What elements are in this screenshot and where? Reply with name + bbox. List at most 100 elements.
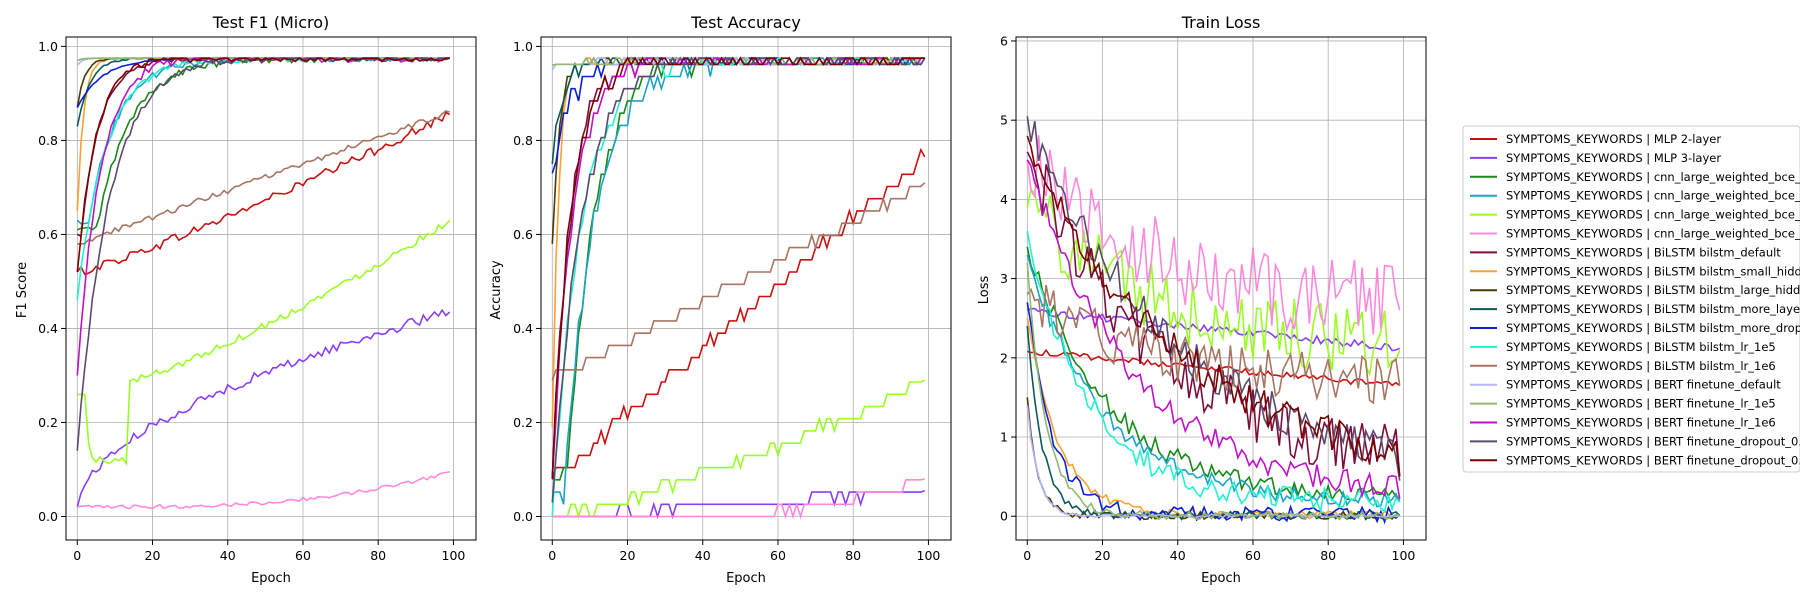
panel-title: Train Loss: [1181, 13, 1261, 32]
y-axis-label: Accuracy: [489, 260, 504, 320]
legend-entry-cnn3: SYMPTOMS_KEYWORDS | cnn_large_weighted_b…: [1470, 208, 1800, 222]
y-tick-label: 3: [1000, 271, 1008, 286]
series-line-cnn3: [77, 219, 451, 466]
series-line-bilstm_default: [1026, 151, 1401, 477]
legend-box: [1462, 125, 1800, 473]
y-axis-label: Loss: [977, 276, 992, 305]
legend-entry-bilstm_layers: SYMPTOMS_KEYWORDS | BiLSTM bilstm_more_l…: [1470, 302, 1800, 316]
legend: SYMPTOMS_KEYWORDS | MLP 2-layer SYMPTOMS_…: [1462, 125, 1800, 473]
series-line-cnn1: [1026, 246, 1401, 502]
y-tick-label: 1.0: [38, 39, 58, 54]
y-tick-label: 4: [1000, 192, 1008, 207]
x-tick-label: 100: [442, 548, 466, 563]
y-tick-label: 0.2: [513, 415, 533, 430]
legend-entry-bilstm_small: SYMPTOMS_KEYWORDS | BiLSTM bilstm_small_…: [1470, 264, 1800, 278]
series-line-cnn2: [76, 56, 450, 225]
x-axis-label: Epoch: [726, 571, 766, 586]
y-tick-label: 1: [1000, 430, 1008, 445]
legend-label: SYMPTOMS_KEYWORDS | BiLSTM bilstm_large_…: [1506, 283, 1800, 297]
series-line-bert_dropout_a: [76, 57, 450, 451]
x-tick-label: 20: [1095, 548, 1111, 563]
legend-entry-mlp3: SYMPTOMS_KEYWORDS | MLP 3-layer: [1470, 151, 1721, 165]
series-line-bert_lr1e5: [1026, 262, 1400, 521]
plot-frame: [540, 36, 952, 541]
panel-train-loss: Train Loss Epoch Loss 0 20 40 60 80 100 0 1 2 3 4 5…: [977, 13, 1427, 586]
legend-entry-cnn4: SYMPTOMS_KEYWORDS | cnn_large_weighted_b…: [1470, 227, 1800, 241]
y-tick-label: 0.2: [38, 415, 58, 430]
plot-frame: [65, 36, 477, 541]
legend-label: SYMPTOMS_KEYWORDS | BiLSTM bilstm_small_…: [1506, 264, 1800, 278]
legend-label: SYMPTOMS_KEYWORDS | BERT finetune_defaul…: [1506, 378, 1781, 392]
x-tick-label: 60: [770, 548, 786, 563]
x-tick-label: 40: [220, 548, 236, 563]
legend-entry-cnn1: SYMPTOMS_KEYWORDS | cnn_large_weighted_b…: [1470, 170, 1800, 184]
plot-frame: [1015, 36, 1427, 541]
x-tick-label: 0: [73, 548, 81, 563]
legend-entry-bilstm_dropout: SYMPTOMS_KEYWORDS | BiLSTM bilstm_more_d…: [1470, 321, 1800, 335]
legend-label: SYMPTOMS_KEYWORDS | BiLSTM bilstm_more_d…: [1506, 321, 1800, 335]
series-line-bert_lr1e6: [76, 57, 450, 376]
y-axis-label: F1 Score: [15, 262, 30, 318]
panel-test-accuracy: Test Accuracy Epoch Accuracy 0 20 40 60 80 10…: [489, 13, 952, 586]
y-tick-label: 0.4: [513, 321, 533, 336]
panel-title: Test Accuracy: [690, 13, 801, 32]
legend-label: SYMPTOMS_KEYWORDS | cnn_large_weighted_b…: [1506, 189, 1800, 203]
series-line-bilstm_lr1e5: [551, 56, 925, 517]
series-line-bilstm_lr1e5: [1026, 230, 1401, 515]
series-line-cnn4: [77, 471, 450, 510]
series-line-mlp2: [76, 111, 451, 276]
series-line-bilstm_layers: [551, 56, 925, 164]
legend-label: SYMPTOMS_KEYWORDS | BiLSTM bilstm_lr_1e5: [1506, 340, 1776, 354]
x-tick-label: 80: [845, 548, 861, 563]
legend-label: SYMPTOMS_KEYWORDS | BERT finetune_dropou…: [1506, 453, 1800, 467]
x-tick-label: 20: [145, 548, 161, 563]
x-tick-label: 40: [1170, 548, 1186, 563]
x-axis-label: Epoch: [1201, 571, 1241, 586]
x-tick-label: 0: [548, 548, 556, 563]
legend-entry-bert_default: SYMPTOMS_KEYWORDS | BERT finetune_defaul…: [1470, 378, 1781, 392]
series-line-cnn3: [552, 379, 926, 520]
legend-entry-bert_lr1e6: SYMPTOMS_KEYWORDS | BERT finetune_lr_1e6: [1470, 416, 1776, 430]
series-group: [76, 56, 451, 510]
series-line-bilstm_lr1e6: [551, 182, 926, 381]
y-tick-label: 0: [1000, 509, 1008, 524]
legend-label: SYMPTOMS_KEYWORDS | BiLSTM bilstm_more_l…: [1506, 302, 1800, 316]
series-line-cnn4: [1026, 135, 1401, 335]
series-line-bilstm_dropout: [1026, 302, 1401, 525]
series-line-cnn4: [552, 478, 925, 520]
legend-label: SYMPTOMS_KEYWORDS | BERT finetune_lr_1e6: [1506, 416, 1776, 430]
legend-label: SYMPTOMS_KEYWORDS | BERT finetune_dropou…: [1506, 434, 1800, 448]
x-tick-label: 100: [1392, 548, 1416, 563]
series-line-mlp3: [76, 308, 451, 508]
legend-entry-bilstm_lr1e5: SYMPTOMS_KEYWORDS | BiLSTM bilstm_lr_1e5: [1470, 340, 1776, 354]
legend-entry-cnn2: SYMPTOMS_KEYWORDS | cnn_large_weighted_b…: [1470, 189, 1800, 203]
legend-label: SYMPTOMS_KEYWORDS | MLP 3-layer: [1506, 151, 1721, 165]
x-axis-label: Epoch: [251, 571, 291, 586]
legend-entry-bert_dropout_b: SYMPTOMS_KEYWORDS | BERT finetune_dropou…: [1470, 453, 1800, 467]
y-tick-label: 2: [1000, 350, 1008, 365]
x-tick-label: 40: [695, 548, 711, 563]
legend-label: SYMPTOMS_KEYWORDS | cnn_large_weighted_b…: [1506, 170, 1800, 184]
series-group: [551, 56, 926, 520]
panel-test-f1: Test F1 (Micro) Epoch F1 Score 0 20 40 60 80…: [15, 13, 477, 586]
legend-label: SYMPTOMS_KEYWORDS | BERT finetune_lr_1e5: [1506, 397, 1776, 411]
series-line-mlp2: [1027, 348, 1401, 387]
legend-label: SYMPTOMS_KEYWORDS | cnn_large_weighted_b…: [1506, 208, 1800, 222]
y-tick-label: 5: [1000, 113, 1008, 128]
x-tick-label: 80: [1320, 548, 1336, 563]
legend-entry-bilstm_default: SYMPTOMS_KEYWORDS | BiLSTM bilstm_defaul…: [1470, 245, 1781, 259]
y-tick-label: 0.0: [513, 509, 533, 524]
legend-entry-bilstm_large: SYMPTOMS_KEYWORDS | BiLSTM bilstm_large_…: [1470, 283, 1800, 297]
x-tick-label: 60: [1245, 548, 1261, 563]
legend-label: SYMPTOMS_KEYWORDS | cnn_large_weighted_b…: [1506, 227, 1800, 241]
legend-label: SYMPTOMS_KEYWORDS | MLP 2-layer: [1506, 132, 1721, 146]
legend-entry-bert_lr1e5: SYMPTOMS_KEYWORDS | BERT finetune_lr_1e5: [1470, 397, 1776, 411]
series-line-mlp2: [551, 147, 926, 480]
series-line-bert_dropout_b: [1026, 135, 1401, 477]
x-tick-label: 80: [370, 548, 386, 563]
y-tick-label: 0.0: [38, 509, 58, 524]
series-line-bert_dropout_b: [76, 57, 450, 273]
legend-label: SYMPTOMS_KEYWORDS | BiLSTM bilstm_defaul…: [1506, 245, 1781, 259]
series-group: [1026, 116, 1401, 525]
